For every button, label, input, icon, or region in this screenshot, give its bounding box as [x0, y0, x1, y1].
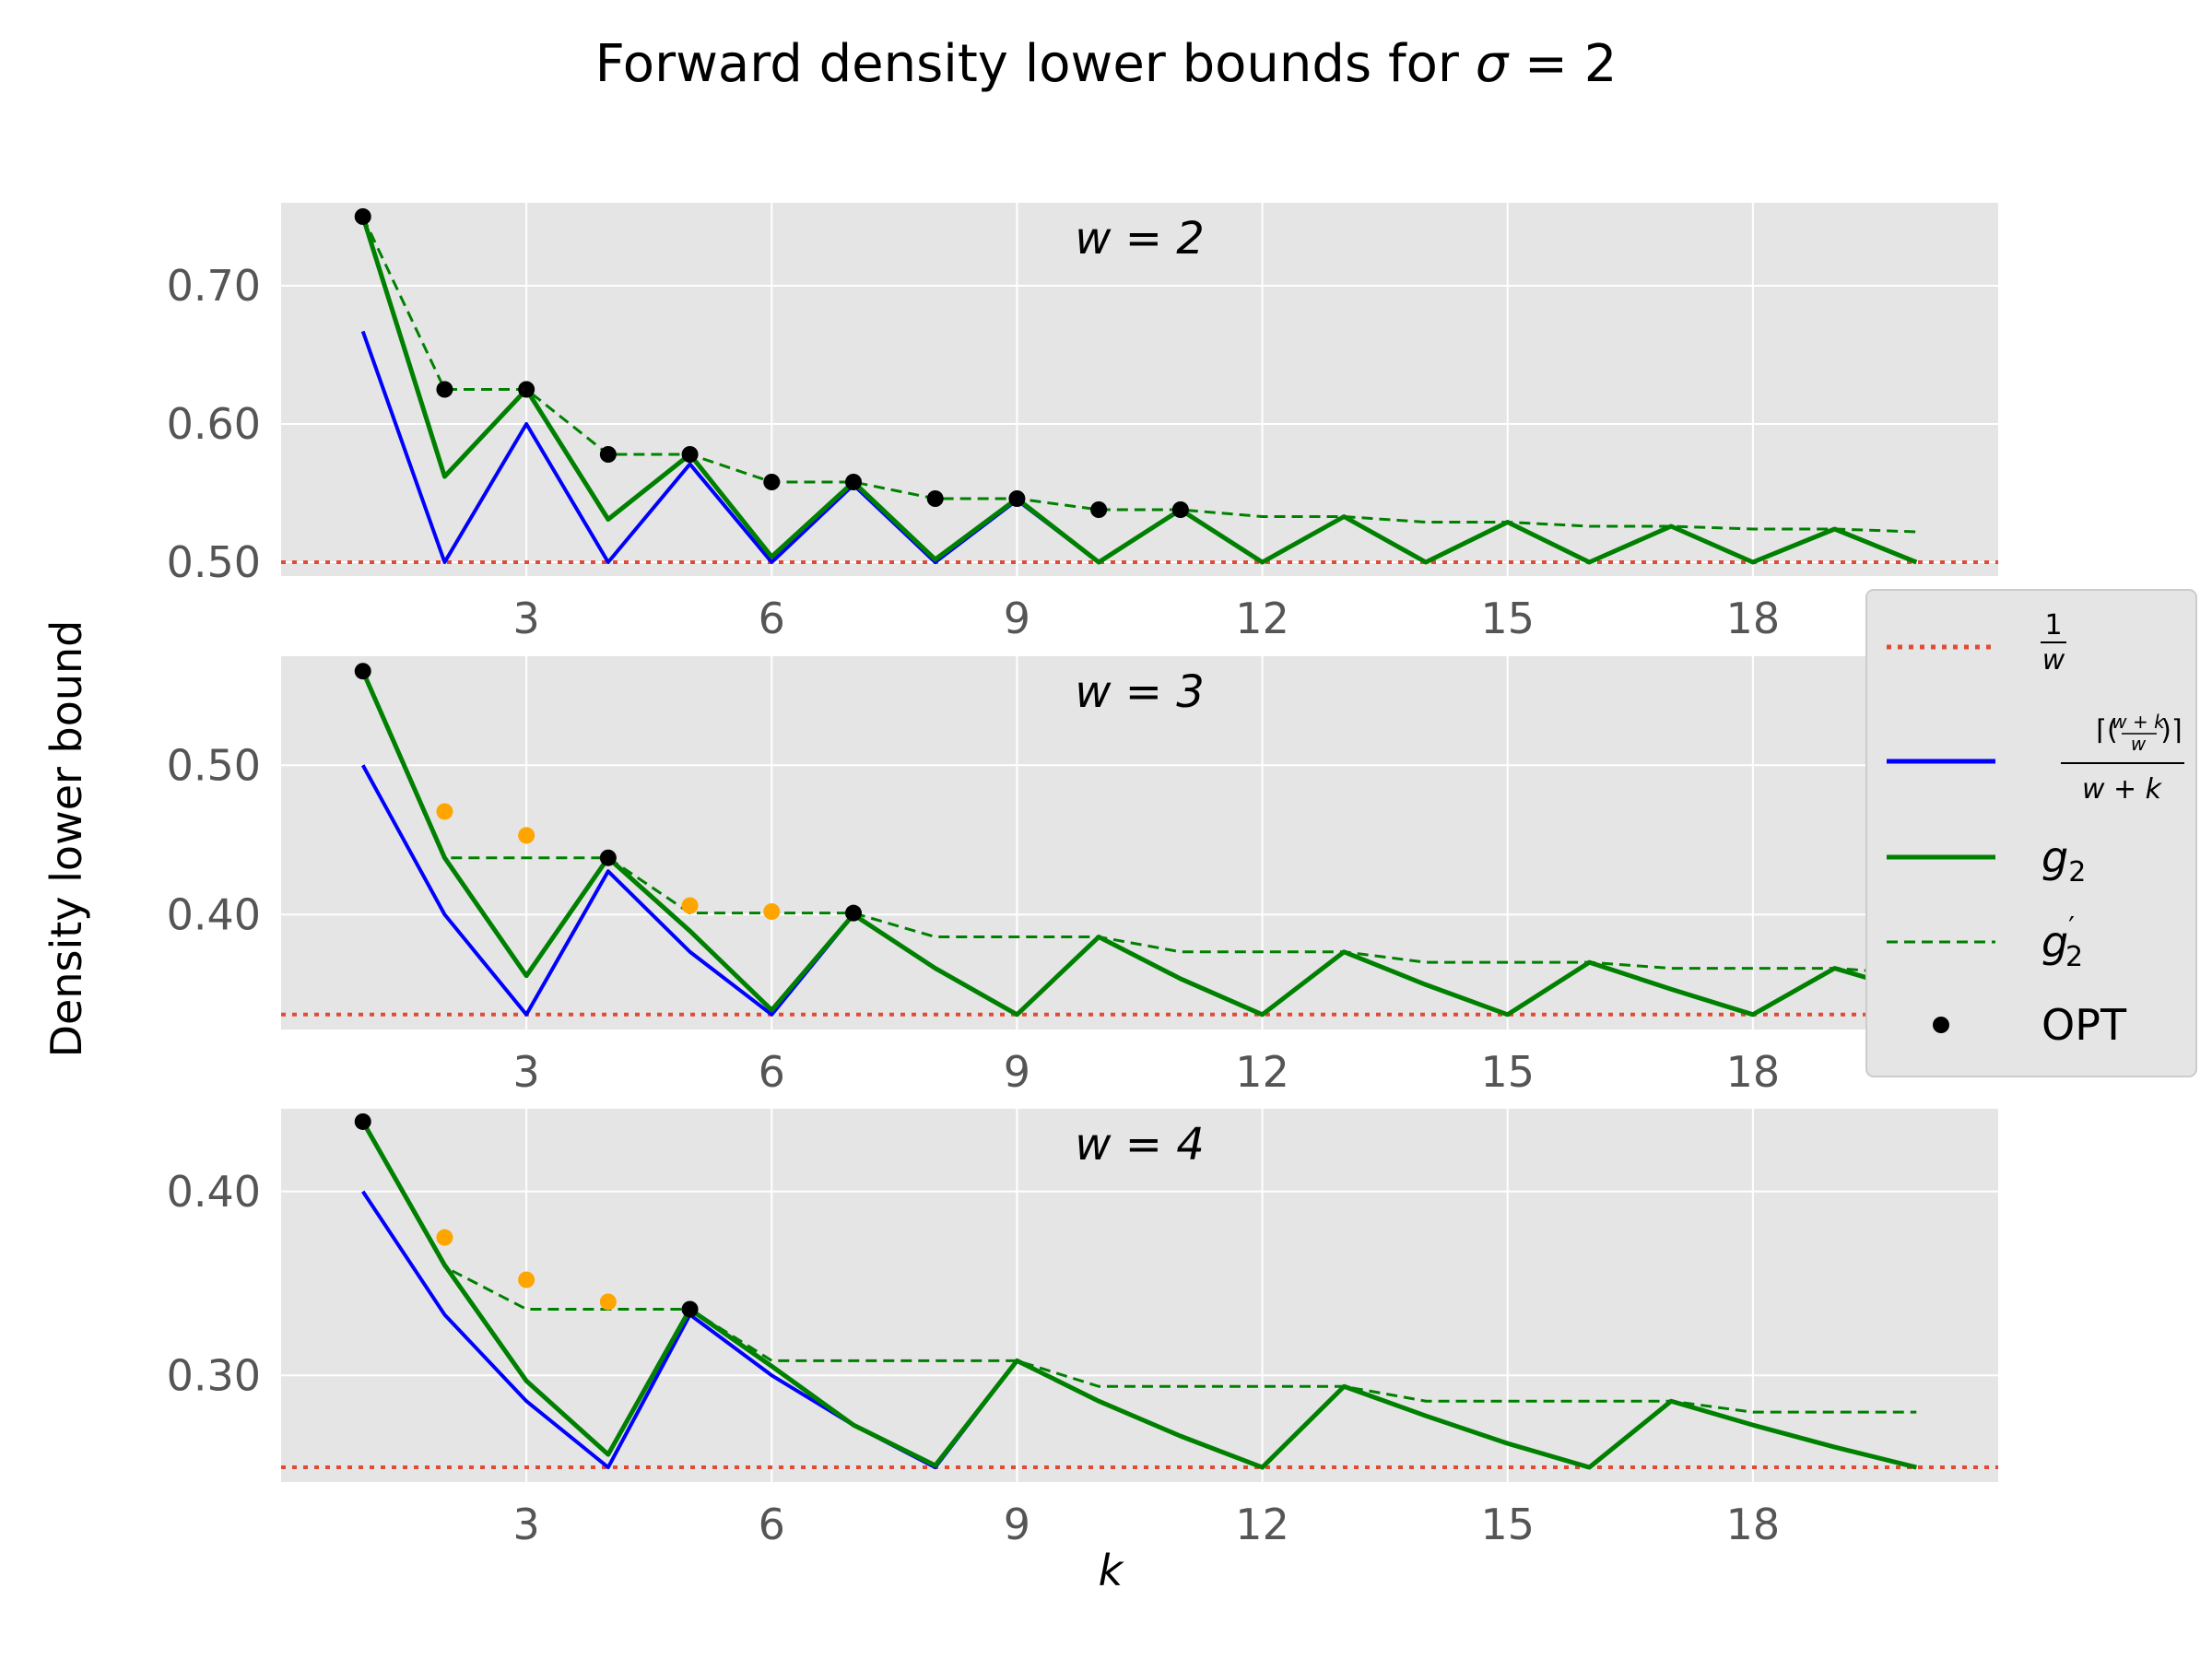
x-tick-label: 3 [513, 1500, 540, 1549]
plot-area [281, 203, 1998, 576]
opt-point [518, 381, 535, 398]
series-g2-line [360, 1120, 1917, 1470]
x-tick-label: 9 [1004, 1500, 1030, 1549]
y-tick-label: 0.70 [167, 261, 261, 311]
y-tick-label: 0.40 [167, 1167, 261, 1217]
legend-frame [1865, 589, 2197, 1077]
subplots: 3 6 9 12 15 18 0.50 0.60 0.70 w = 2 3 6 9 12 15 18 0.40 0… [167, 203, 1998, 1549]
opt-point [1090, 501, 1108, 518]
panel-label: w = 3 [1075, 666, 1205, 718]
x-tick-label: 15 [1480, 594, 1535, 643]
plot-series [281, 670, 1998, 1018]
y-tick-label: 0.50 [167, 537, 261, 587]
series-g2p-line [361, 1121, 1917, 1414]
svg-text:w: w [2131, 733, 2147, 755]
opt-point [845, 904, 862, 922]
subplot-w3: 3 6 9 12 15 18 0.40 0.50 w = 3 [167, 656, 1998, 1097]
extra-point [681, 897, 699, 914]
svg-text:w + k: w + k [2082, 773, 2163, 806]
svg-text:)⌉: )⌉ [2160, 714, 2182, 747]
y-tick-label: 0.60 [167, 399, 261, 449]
y-tick-label: 0.50 [167, 740, 261, 790]
x-tick-label: 3 [513, 1047, 540, 1097]
svg-text:w + k: w + k [2112, 711, 2166, 733]
opt-point [599, 849, 617, 866]
x-tick-label: 18 [1726, 1047, 1781, 1097]
x-tick-label: 9 [1004, 1047, 1030, 1097]
plot-series [281, 216, 1998, 565]
x-tick-label: 18 [1726, 594, 1781, 643]
x-tick-label: 6 [759, 1047, 785, 1097]
x-tick-label: 12 [1235, 594, 1289, 643]
x-tick-label: 15 [1480, 1047, 1535, 1097]
chart-title: Forward density lower bounds for σ = 2 [595, 34, 1618, 94]
y-axis-label: Density lower bound [41, 620, 91, 1058]
extra-point [518, 827, 535, 844]
opt-point [1008, 490, 1026, 507]
legend-label-g2p: g′ 2 [2041, 912, 2083, 973]
x-tick-label: 6 [759, 1500, 785, 1549]
x-tick-label: 6 [759, 594, 785, 643]
opt-point [681, 1300, 699, 1318]
plot-series [281, 1120, 1998, 1470]
x-tick-label: 9 [1004, 594, 1030, 643]
legend: 1 w ⌈( w + k w )⌉ w + k g2 g′ 2 OPT [1865, 589, 2197, 1077]
opt-point [354, 208, 371, 225]
opt-point [1171, 501, 1189, 518]
x-tick-label: 15 [1480, 1500, 1535, 1549]
x-tick-label: 12 [1235, 1047, 1289, 1097]
opt-point [681, 446, 699, 463]
opt-point [599, 446, 617, 463]
legend-swatch-opt [1933, 1017, 1949, 1033]
panel-label: w = 2 [1075, 213, 1205, 265]
series-g2-line [360, 216, 1918, 565]
opt-point [354, 663, 371, 680]
svg-text:1: 1 [2044, 609, 2062, 641]
extra-point [436, 803, 453, 820]
legend-label-ceil: ⌈( w + k w )⌉ w + k [2061, 711, 2184, 806]
panel-label: w = 4 [1075, 1119, 1205, 1171]
y-tick-label: 0.30 [167, 1350, 261, 1400]
x-tick-label: 3 [513, 594, 540, 643]
legend-label-g2: g2 [2041, 832, 2086, 888]
x-tick-label: 12 [1235, 1500, 1289, 1549]
opt-point [845, 474, 862, 490]
y-tick-label: 0.40 [167, 889, 261, 939]
extra-point [518, 1271, 535, 1288]
opt-point [926, 490, 944, 507]
x-axis-label: k [1099, 1546, 1125, 1595]
svg-text:⌈(: ⌈( [2096, 714, 2117, 747]
series-g2p-line [361, 216, 1917, 534]
series-g2-line [360, 670, 1917, 1018]
x-tick-label: 18 [1726, 1500, 1781, 1549]
series-g2p-line [361, 670, 1917, 976]
svg-text:w: w [2042, 644, 2065, 677]
legend-label-recip: 1 w [2041, 609, 2066, 677]
extra-point [599, 1293, 617, 1311]
opt-point [763, 474, 781, 490]
legend-label-opt: OPT [2041, 1000, 2127, 1050]
opt-point [354, 1112, 371, 1130]
opt-point [436, 381, 453, 398]
extra-point [763, 903, 781, 921]
extra-point [436, 1229, 453, 1246]
subplot-w2: 3 6 9 12 15 18 0.50 0.60 0.70 w = 2 [167, 203, 1998, 643]
subplot-w4: 3 6 9 12 15 18 0.30 0.40 w = 4 [167, 1109, 1998, 1549]
